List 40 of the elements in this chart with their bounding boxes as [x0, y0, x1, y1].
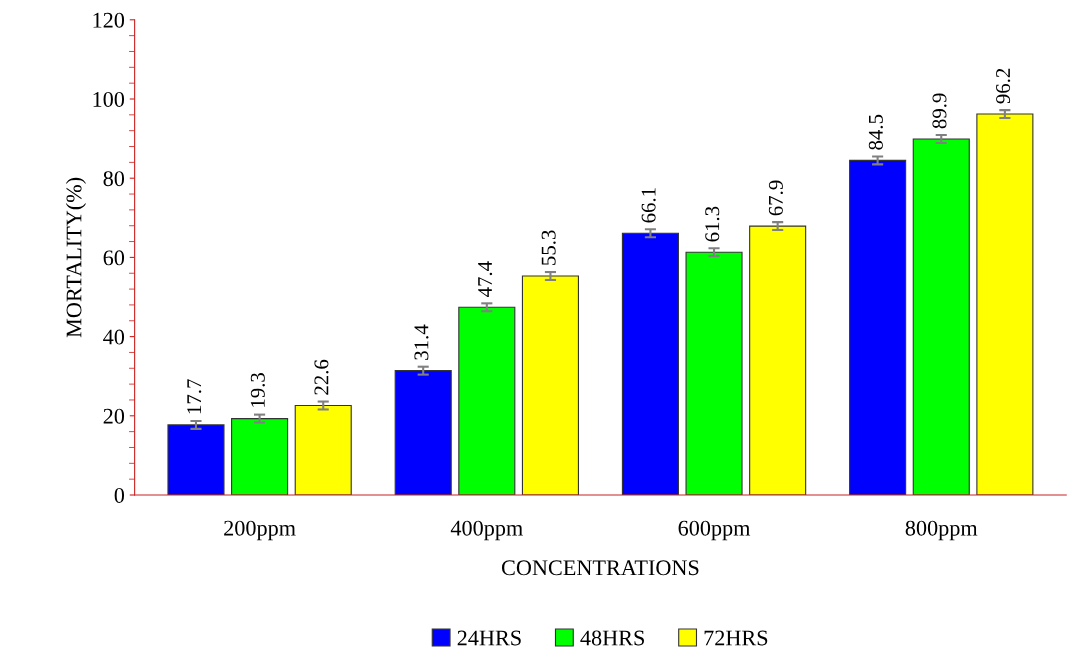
- y-axis-title: MORTALITY(%): [65, 177, 87, 338]
- data-label: 55.3: [541, 230, 556, 265]
- y-tick-label: 0: [114, 487, 125, 503]
- bar: [849, 159, 907, 495]
- data-label: 66.1: [641, 188, 656, 223]
- legend-label: 72HRS: [704, 630, 768, 646]
- bar: [976, 113, 1034, 495]
- x-tick-label: 600ppm: [678, 520, 751, 541]
- bar: [621, 232, 679, 495]
- data-label: 22.6: [314, 359, 329, 395]
- legend-label: 24HRS: [457, 630, 521, 646]
- bar: [394, 370, 452, 495]
- bar: [685, 251, 743, 495]
- bar: [167, 424, 225, 495]
- x-tick-label: 200ppm: [224, 520, 296, 541]
- bar: [231, 418, 289, 495]
- data-label: 84.5: [868, 114, 883, 150]
- bar: [521, 275, 579, 495]
- data-label: 17.7: [187, 379, 202, 414]
- data-label: 89.9: [932, 93, 947, 129]
- y-tick-label: 40: [103, 329, 125, 345]
- data-label: 61.3: [705, 206, 720, 242]
- legend-label: 48HRS: [580, 630, 644, 646]
- bar: [458, 306, 516, 495]
- x-tick-label: 800ppm: [905, 520, 978, 541]
- data-label: 31.4: [414, 324, 429, 360]
- y-tick-label: 60: [103, 250, 125, 266]
- data-label: 96.2: [996, 68, 1011, 104]
- data-label: 47.4: [478, 261, 493, 297]
- x-tick-label: 400ppm: [450, 520, 523, 541]
- y-tick-label: 80: [103, 171, 125, 187]
- y-tick-label: 120: [93, 12, 125, 28]
- data-label: 67.9: [768, 180, 783, 216]
- bar: [294, 404, 352, 495]
- y-tick-label: 20: [103, 408, 125, 424]
- bar: [749, 225, 807, 495]
- x-axis-title: CONCENTRATIONS: [501, 560, 699, 576]
- bar: [912, 138, 970, 495]
- y-tick-label: 100: [93, 91, 125, 107]
- data-label: 19.3: [250, 373, 265, 407]
